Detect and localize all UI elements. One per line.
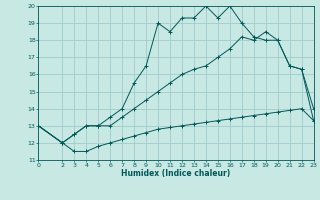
X-axis label: Humidex (Indice chaleur): Humidex (Indice chaleur) bbox=[121, 169, 231, 178]
